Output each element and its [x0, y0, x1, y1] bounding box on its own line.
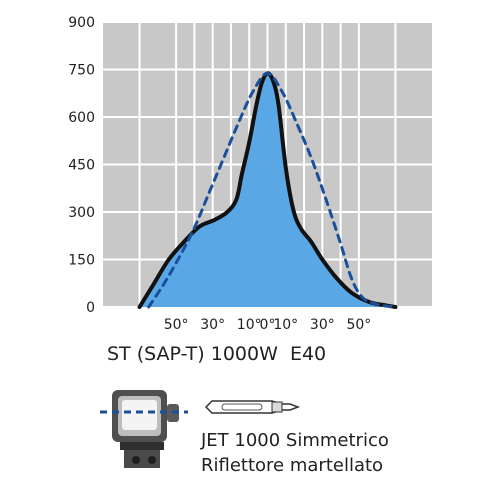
x-tick-label: 50°: [346, 317, 371, 333]
chart-fill-area: [139, 73, 396, 307]
fixture-model-label: JET 1000 Simmetrico: [201, 430, 389, 451]
y-tick-label: 750: [68, 63, 95, 79]
x-tick-label: 10°: [237, 317, 262, 333]
y-tick-label: 900: [68, 15, 95, 31]
luminaire-icon: [100, 382, 190, 472]
x-tick-label: 30°: [200, 317, 225, 333]
y-tick-label: 300: [68, 205, 95, 221]
lamp-bulb-icon: [202, 392, 302, 422]
series-line-dashed: [147, 71, 397, 309]
x-axis-tick-labels: 50° 30° 10°0°10° 30° 50°: [164, 317, 372, 333]
y-tick-label: 0: [86, 300, 95, 316]
y-tick-label: 450: [68, 158, 95, 174]
x-tick-label: 50°: [164, 317, 189, 333]
y-tick-label: 150: [68, 253, 95, 269]
x-tick-label: 0°: [260, 317, 276, 333]
x-tick-label: 30°: [310, 317, 335, 333]
y-tick-label: 600: [68, 110, 95, 126]
x-tick-label: 10°: [273, 317, 298, 333]
y-axis-tick-labels: 0 150 300 450 600 750 900: [68, 15, 95, 316]
chart-lines: [137, 71, 398, 309]
lamp-title: ST (SAP-T) 1000W E40: [107, 343, 327, 365]
reflector-type-label: Riflettore martellato: [201, 455, 384, 476]
polar-light-distribution-chart: 0 150 300 450 600 750 900 50° 30° 10°0°10° 30° 50°: [68, 15, 432, 333]
series-fill-area: [139, 73, 396, 307]
